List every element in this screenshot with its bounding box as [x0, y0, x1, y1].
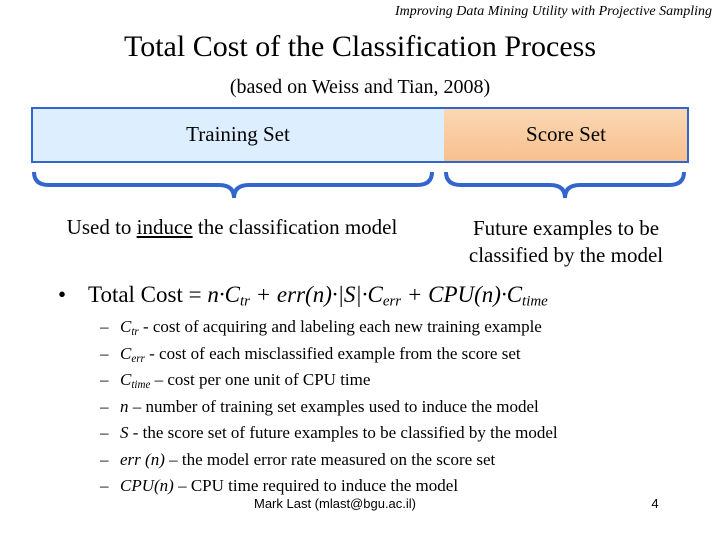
list-item: CPU(n) – CPU time required to induce the…: [100, 473, 558, 500]
list-item: Ctime – cost per one unit of CPU time: [100, 367, 558, 394]
box-label: Score Set: [526, 122, 606, 146]
term: C: [120, 343, 132, 363]
set-border: [31, 107, 689, 163]
text: classified by the model: [468, 243, 664, 267]
footer-author: Mark Last (mlast@bgu.ac.il): [253, 496, 417, 511]
description: – the model error rate measured on the s…: [164, 449, 496, 469]
brace: [32, 171, 434, 199]
text: Total Cost =: [88, 282, 208, 307]
term: C: [120, 370, 132, 389]
box-label: Training Set: [186, 122, 290, 146]
caption: Used to induce the classification model: [67, 215, 398, 240]
description: - the score set of future examples to be…: [128, 423, 558, 442]
text: the classification model: [192, 215, 398, 239]
text: time: [522, 293, 548, 310]
description: – cost per one unit of CPU time: [150, 370, 371, 389]
item-list: Ctr - cost of acquiring and labeling eac…: [100, 314, 558, 500]
term: err (n): [120, 449, 165, 469]
text: n·C: [207, 282, 240, 307]
training-box: [32, 108, 444, 162]
page-number: 4: [651, 496, 659, 511]
text: err: [382, 293, 402, 310]
term: C: [120, 317, 132, 336]
subscript: err: [131, 352, 145, 365]
list-item: Ctr - cost of acquiring and labeling eac…: [100, 314, 558, 341]
text: Used to: [66, 215, 137, 239]
term: CPU(n): [120, 476, 174, 495]
text: + err(n)·|S|·C: [249, 282, 383, 307]
term: n: [120, 396, 129, 416]
formula: Total Cost = n·Ctr + err(n)·|S|·Cerr + C…: [58, 282, 548, 311]
description: - cost of each misclassified example fro…: [144, 343, 521, 363]
description: – CPU time required to induce the model: [173, 476, 459, 495]
text: Future examples to be: [472, 216, 660, 240]
subtitle: (based on Weiss and Tian, 2008): [229, 76, 491, 98]
brace: [444, 171, 686, 199]
list-item: S - the score set of future examples to …: [100, 420, 558, 447]
text: tr: [239, 293, 250, 310]
list-item: Cerr - cost of each misclassified exampl…: [100, 341, 558, 368]
title: Total Cost of the Classification Process: [123, 30, 597, 63]
text: induce: [136, 215, 193, 239]
text: + CPU(n)·C: [401, 282, 523, 307]
subscript: tr: [131, 325, 139, 338]
description: – number of training set examples used t…: [128, 396, 539, 416]
term: S: [120, 423, 129, 442]
list-item: err (n) – the model error rate measured …: [100, 447, 558, 474]
running-title: Improving Data Mining Utility with Proje…: [394, 4, 712, 19]
list-item: n – number of training set examples used…: [100, 394, 558, 421]
description: - cost of acquiring and labeling each ne…: [138, 317, 542, 336]
score-box: [444, 108, 688, 162]
subscript: time: [131, 378, 151, 391]
caption: Future examples to be classified by the m…: [469, 215, 663, 269]
